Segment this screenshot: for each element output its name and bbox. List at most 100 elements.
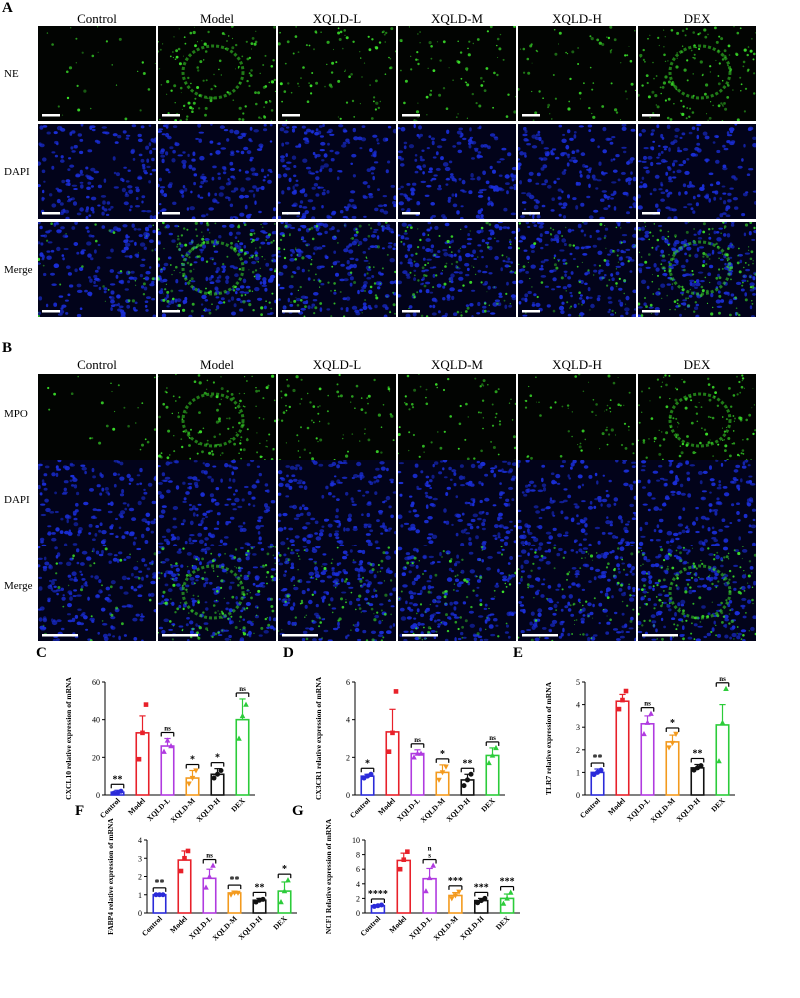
scale-bar xyxy=(282,634,318,637)
scale-bar xyxy=(522,114,540,117)
scale-bar xyxy=(162,212,180,215)
micrograph-ne-control xyxy=(38,26,156,121)
y-tick-label: 10 xyxy=(352,836,360,845)
y-axis-label: NCF1 Relative expression of mRNA xyxy=(324,818,333,934)
data-point xyxy=(143,702,149,707)
data-point xyxy=(426,874,433,881)
data-point xyxy=(401,857,407,863)
significance-label: ns xyxy=(489,734,496,742)
data-point xyxy=(368,771,374,777)
scale-bar xyxy=(42,212,60,215)
significance-label: ns xyxy=(239,685,246,693)
scale-bar xyxy=(402,634,438,637)
data-point xyxy=(189,775,196,782)
significance-label: ** xyxy=(593,753,603,764)
x-tick-label-xqld-l: XQLD-L xyxy=(625,796,652,823)
data-point xyxy=(193,768,199,774)
data-point xyxy=(157,892,162,898)
significance-label: *** xyxy=(448,876,463,887)
x-tick-label-control: Control xyxy=(358,914,382,938)
data-point xyxy=(439,770,446,776)
chart-d: CX3CR1 relative expression of mRNA 0 2 4 6 * C… xyxy=(280,650,525,860)
data-point xyxy=(168,743,174,749)
data-point xyxy=(620,697,625,703)
y-axis-label: CXCL10 relative expression of mRNA xyxy=(64,677,73,800)
significance-label: * xyxy=(190,755,195,766)
significance-label: * xyxy=(215,753,220,764)
column-label-dex: DEX xyxy=(683,357,711,372)
micrograph-merge-dex xyxy=(638,222,756,317)
significance-label: *** xyxy=(474,882,489,893)
row-label-merge: Merge xyxy=(4,580,33,592)
panel-letter-b: B xyxy=(2,340,13,356)
micrograph-merge-xqld-l xyxy=(278,546,396,641)
row-label-merge: Merge xyxy=(4,264,33,276)
micrograph-dapi-xqld-m xyxy=(398,124,516,219)
column-label-xqld-m: XQLD-M xyxy=(431,11,483,26)
bar-model xyxy=(135,732,150,796)
data-point xyxy=(507,889,514,895)
scale-bar xyxy=(402,212,420,215)
x-tick-label-xqld-m: XQLD-M xyxy=(648,796,676,824)
data-point xyxy=(452,893,459,899)
micrograph-ne-xqld-l xyxy=(278,26,396,121)
data-point xyxy=(239,712,246,719)
data-point xyxy=(414,750,421,756)
significance-label: n xyxy=(428,845,432,853)
micrograph-mpo-model xyxy=(158,374,276,469)
y-tick-label: 6 xyxy=(356,865,360,874)
chart-f: FABP4 relative expression of mRNA 0 1 2 3 4 **… xyxy=(72,808,317,978)
micrograph-mpo-control xyxy=(38,374,156,469)
significance-label: ns xyxy=(414,736,421,744)
micrograph-dapi-xqld-h xyxy=(518,460,636,555)
scale-bar xyxy=(642,212,660,215)
data-point xyxy=(468,771,474,777)
x-tick-label-xqld-m: XQLD-M xyxy=(431,914,459,942)
y-tick-label: 3 xyxy=(576,723,580,732)
column-label-dex: DEX xyxy=(683,11,711,26)
data-point xyxy=(436,777,442,783)
data-point xyxy=(278,899,284,905)
significance-label: s xyxy=(428,852,431,860)
data-point xyxy=(210,862,216,868)
bar-model xyxy=(385,731,400,796)
bar-xqld-l xyxy=(202,877,217,914)
significance-label: ** xyxy=(693,748,703,759)
bar-xqld-l xyxy=(410,752,425,796)
column-label-xqld-l: XQLD-L xyxy=(312,357,362,372)
data-point xyxy=(411,754,417,760)
panel-letter-d: D xyxy=(283,645,294,661)
column-label-xqld-h: XQLD-H xyxy=(552,11,602,26)
column-label-control: Control xyxy=(77,357,117,372)
micrograph-merge-control xyxy=(38,222,156,317)
y-tick-label: 0 xyxy=(346,791,350,800)
x-tick-label-dex: DEX xyxy=(271,914,289,932)
data-point xyxy=(390,730,395,736)
micrograph-dapi-dex xyxy=(638,460,756,555)
micrograph-ne-dex xyxy=(638,26,756,121)
data-point xyxy=(182,855,187,861)
significance-label: ** xyxy=(155,878,165,889)
column-label-model: Model xyxy=(200,11,234,26)
micrograph-merge-xqld-m xyxy=(398,546,516,641)
micrograph-dapi-model xyxy=(158,124,276,219)
chart-e: TLR7 relative expression of mRNA 0 1 2 3 4 5 **… xyxy=(510,650,755,860)
x-tick-label-dex: DEX xyxy=(709,796,727,814)
data-point xyxy=(449,896,455,902)
x-tick-label-xqld-l: XQLD-L xyxy=(187,914,214,941)
scale-bar xyxy=(522,310,540,313)
data-point xyxy=(243,701,249,707)
y-tick-label: 0 xyxy=(96,791,100,800)
scale-bar xyxy=(42,634,78,637)
x-tick-label-control: Control xyxy=(140,914,164,938)
x-tick-label-model: Model xyxy=(387,914,408,935)
micrograph-ne-xqld-m xyxy=(398,26,516,121)
y-tick-label: 6 xyxy=(346,678,350,687)
data-point xyxy=(136,756,142,762)
data-point xyxy=(482,895,488,901)
data-point xyxy=(500,900,507,906)
column-label-model: Model xyxy=(200,357,234,372)
micrograph-ne-model xyxy=(158,26,276,121)
significance-label: ** xyxy=(255,882,265,893)
data-point xyxy=(418,750,424,756)
